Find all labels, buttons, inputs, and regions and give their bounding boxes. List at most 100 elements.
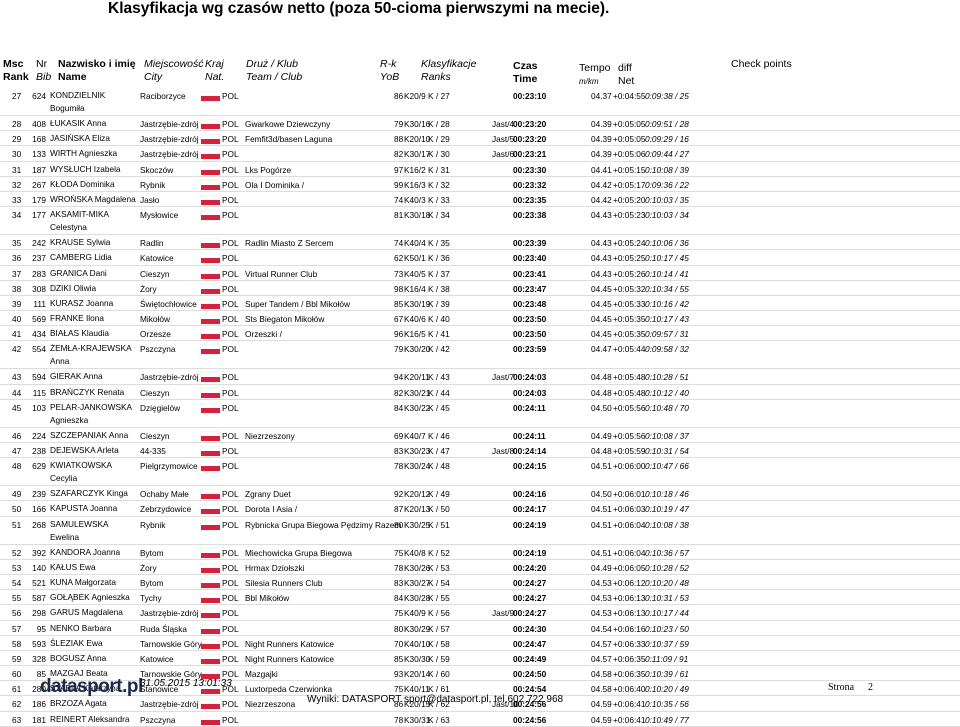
cat: K20/11 [404,372,430,383]
yob: 85 [394,653,404,664]
tempo: 04.41 [591,164,612,175]
nat: POL [222,430,239,441]
name: DEJEWSKA Arleta [50,445,119,455]
nat: POL [222,134,239,145]
header-rk: R-k YoB [380,58,399,84]
tempo: 04.51 [591,519,612,530]
cat: K30/30 [404,653,431,664]
time: 00:23:47 [513,283,547,294]
h: R-k [380,58,397,70]
tempo: 04.51 [591,504,612,515]
time: 00:24:30 [513,623,547,634]
time: 00:23:41 [513,268,547,279]
city: Świętochłowice [140,298,197,309]
row: 50 166 KAPUSTA Joanna Zebrzydowice POL Dorota… [0,501,960,517]
logo: datasport.pl [40,676,143,697]
time: 00:23:59 [513,344,547,355]
tempo: 04.39 [591,134,612,145]
row: 49 239 SZAFARCZYK Kinga Ochaby Małe POL Zgran… [0,486,960,502]
yob: 74 [394,194,404,205]
msc: 41 [12,329,22,340]
msc: 58 [12,638,22,649]
time: 00:24:27 [513,577,547,588]
bib: 521 [32,577,46,588]
contact: Wyniki: DATASPORT sport@datasport.pl, te… [307,694,564,705]
diff: +0:05:33 [613,298,646,309]
city: Cieszyn [140,430,170,441]
cat: K30/19 [404,298,431,309]
bib: 95 [36,623,46,634]
flag [201,135,220,145]
net: 0:10:17 / 45 [645,253,689,264]
club-rank: Jast/9 [492,608,515,619]
cat: K30/21 [404,387,431,398]
flag [201,180,220,190]
rank: K / 28 [428,119,450,129]
rank: K / 53 [428,562,450,573]
net: 0:10:28 / 52 [645,562,689,573]
tempo: 04.57 [591,638,612,649]
diff: +0:06:35 [613,653,646,664]
nat: POL [222,608,239,619]
h: Klasyfikacje [421,58,477,70]
flag [201,315,220,325]
cat: K40/3 [404,194,426,205]
tempo: 04.39 [591,149,612,160]
cat: K30/26 [404,562,431,573]
h: Msc [3,58,24,70]
date: 31.05.2015 13:01:33 [140,678,232,689]
city: Pielgrzymowice [140,461,198,472]
city: Tarnowskie Góry [140,669,202,680]
h: Team / Club [246,71,303,83]
h: Nat. [205,71,225,83]
city: Stanowice [140,684,179,695]
bib: 392 [32,547,46,558]
club-rank: Jast/10 [492,699,519,710]
team: Femfit3d/basen Laguna [245,134,333,145]
net: 0:10:17 / 44 [645,608,689,619]
name: KAŁUS Ewa [50,561,96,572]
yob: 78 [394,562,404,573]
yob: 93 [394,669,404,680]
yob: 75 [394,684,404,695]
yob: 73 [394,268,404,279]
row: 61 280 STABLA Katarzyna Stanowice POL Luxtorp… [0,681,960,697]
msc: 36 [12,253,22,264]
name: ŻEMŁA-KRAJEWSKA Anna [50,343,132,367]
msc: 30 [12,149,22,160]
header-team: Druż / Klub Team / Club [246,58,302,84]
msc: 42 [12,344,22,355]
tempo: 04.43 [591,238,612,249]
time: 00:23:38 [513,210,547,221]
diff: +0:06:41 [613,714,646,725]
team: Mazgajki [245,669,278,680]
tempo: 04.53 [591,593,612,604]
msc: 27 [12,91,22,101]
net: 0:10:36 / 57 [645,547,689,558]
yob: 83 [394,446,404,456]
nat: POL [222,372,239,383]
yob: 80 [394,623,404,634]
name: KURASZ Joanna [50,297,114,308]
nat: POL [222,519,239,530]
name: SZAFARCZYK Kinga [50,488,128,499]
flag [201,211,220,221]
bib: 103 [32,402,46,413]
diff: +0:05:32 [613,283,646,294]
tempo: 04.43 [591,268,612,279]
flag [201,624,220,634]
tempo: 04.58 [591,669,612,680]
net: 0:10:08 / 39 [645,164,689,175]
city: Bytom [140,547,164,558]
rank: K / 56 [428,608,450,619]
name: MAZGAJ Beata [50,668,108,679]
city: Rybnik [140,179,166,190]
club-rank: Jast/6 [492,149,515,160]
h: diff [618,62,632,74]
flag [201,594,220,604]
nat: POL [222,714,239,725]
nat: POL [222,489,239,500]
cat: K30/25 [404,519,431,530]
diff: +0:05:26 [613,268,646,279]
